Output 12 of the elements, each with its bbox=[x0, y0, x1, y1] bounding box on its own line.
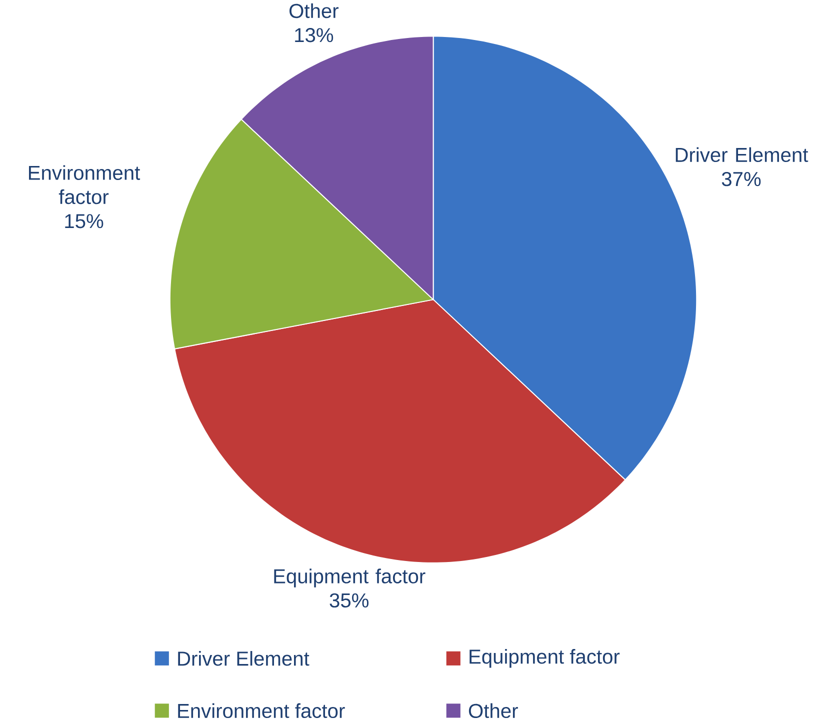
slice-label: Driver Element bbox=[676, 147, 808, 162]
data-label: 35% bbox=[330, 593, 368, 608]
legend-label: Other bbox=[468, 703, 518, 718]
legend-label: Environment factor bbox=[178, 703, 345, 718]
legend-label: Equipment factor bbox=[470, 648, 620, 668]
data-label: 15% bbox=[65, 214, 104, 228]
slice-label: Other bbox=[290, 3, 338, 18]
data-label: 37% bbox=[722, 172, 761, 186]
data-label: 13% bbox=[295, 28, 334, 42]
slice-label: Equipment factor bbox=[274, 568, 426, 588]
slice-label: Environment factor bbox=[28, 165, 140, 204]
legend-label: Driver Element bbox=[178, 650, 310, 666]
